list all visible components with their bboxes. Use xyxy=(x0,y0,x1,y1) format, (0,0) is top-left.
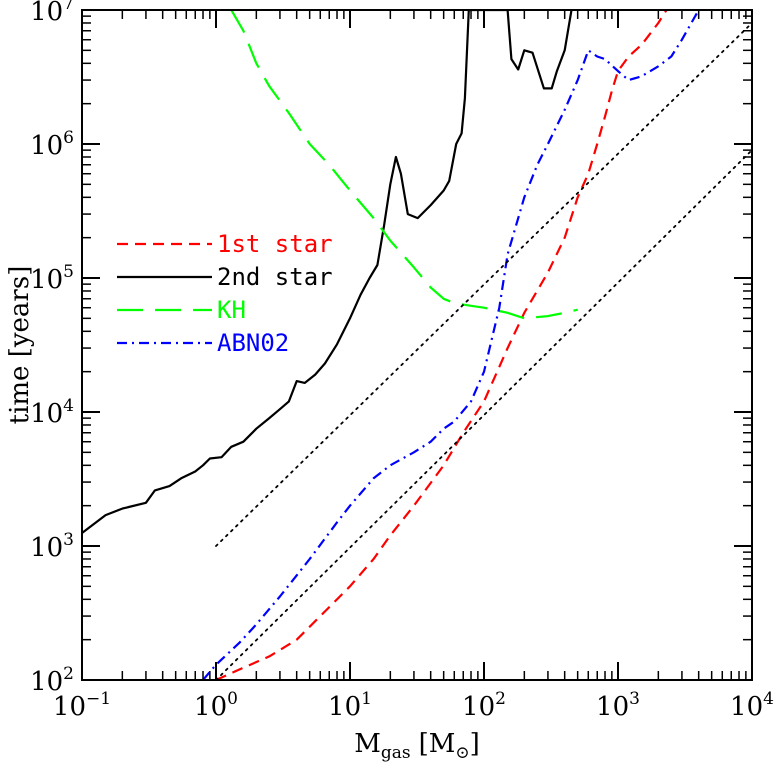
plot-frame xyxy=(81,9,753,681)
x-axis-label-unit-close: ] xyxy=(470,729,480,759)
x-tick-label: 100 xyxy=(194,689,238,722)
x-axis-label-unit-open: [M xyxy=(419,729,456,759)
y-tick-base: 10 xyxy=(30,667,63,697)
x-tick-base: 10 xyxy=(53,692,86,722)
y-axis-label: time [years] xyxy=(5,266,35,425)
series-abn02 xyxy=(202,10,700,680)
y-tick-label: 106 xyxy=(30,128,74,161)
legend-label: ABN02 xyxy=(217,329,289,357)
x-tick-label: 10−1 xyxy=(53,689,111,722)
x-axis-label-unit-sub: ⊙ xyxy=(455,743,469,763)
y-tick-exponent: 3 xyxy=(63,530,74,550)
y-tick-exponent: 6 xyxy=(63,128,74,148)
legend-label: KH xyxy=(217,296,246,324)
x-tick-base: 10 xyxy=(596,692,629,722)
x-tick-label: 102 xyxy=(462,689,506,722)
y-tick-base: 10 xyxy=(30,0,63,27)
y-tick-base: 10 xyxy=(30,533,63,563)
series-layer xyxy=(82,10,752,680)
x-axis-label: Mgas [M⊙] xyxy=(354,729,480,763)
legend-label: 1st star xyxy=(217,230,333,258)
y-tick-base: 10 xyxy=(30,131,63,161)
x-tick-base: 10 xyxy=(328,692,361,722)
x-tick-label: 103 xyxy=(596,689,640,722)
y-tick-base: 10 xyxy=(30,265,63,295)
reference-line-5 xyxy=(215,149,752,680)
x-tick-base: 10 xyxy=(730,692,763,722)
ticks-layer xyxy=(81,9,753,681)
x-axis-label-main: M xyxy=(354,729,381,759)
x-tick-exponent: 0 xyxy=(227,689,238,709)
x-tick-exponent: 3 xyxy=(629,689,640,709)
x-tick-exponent: 4 xyxy=(763,689,774,709)
y-tick-base: 10 xyxy=(30,399,63,429)
x-tick-label: 101 xyxy=(328,689,372,722)
x-axis-label-sub: gas xyxy=(381,743,411,763)
y-tick-exponent: 5 xyxy=(63,262,74,282)
legend: 1st star 2nd star KH ABN02 xyxy=(117,230,333,357)
x-tick-base: 10 xyxy=(462,692,495,722)
y-tick-label: 102 xyxy=(30,664,74,697)
x-tick-exponent: −1 xyxy=(86,689,111,709)
series-1st-star xyxy=(215,10,668,680)
reference-line-4 xyxy=(215,22,752,547)
y-tick-label: 104 xyxy=(30,396,74,429)
series-kh xyxy=(230,10,578,320)
y-tick-exponent: 7 xyxy=(63,0,74,14)
y-tick-label: 103 xyxy=(30,530,74,563)
y-tick-label: 105 xyxy=(30,262,74,295)
x-tick-exponent: 1 xyxy=(361,689,372,709)
y-tick-exponent: 2 xyxy=(63,664,74,684)
y-tick-label: 107 xyxy=(30,0,74,27)
x-tick-exponent: 2 xyxy=(495,689,506,709)
legend-label: 2nd star xyxy=(217,263,333,291)
y-tick-exponent: 4 xyxy=(63,396,74,416)
x-tick-label: 104 xyxy=(730,689,774,722)
series-2nd-star xyxy=(82,10,573,534)
x-tick-base: 10 xyxy=(194,692,227,722)
